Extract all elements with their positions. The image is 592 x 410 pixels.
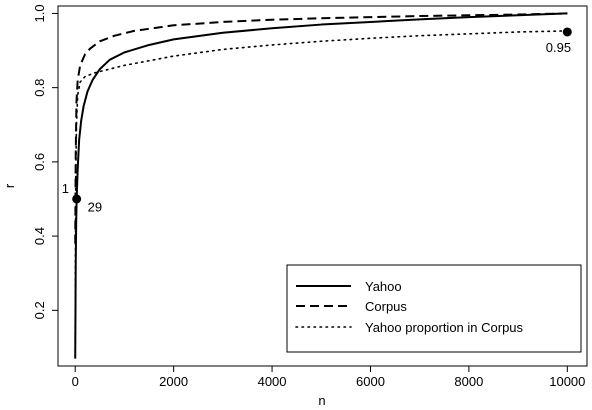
y-axis-title: r — [2, 183, 17, 188]
y-axis: 0.2 0.4 0.6 0.8 1.0 — [32, 4, 58, 319]
y-tick-label: 0.2 — [32, 301, 47, 319]
y-tick-label: 0.6 — [32, 153, 47, 171]
x-tick-label: 8000 — [454, 374, 483, 389]
points-layer — [72, 27, 572, 204]
x-tick-label: 0 — [72, 374, 79, 389]
legend-label-corpus: Corpus — [365, 299, 407, 314]
legend-box — [286, 264, 582, 353]
annotation-label: 0.95 — [546, 40, 571, 55]
x-axis: 0 2000 4000 6000 8000 10000 — [72, 366, 585, 389]
x-tick-label: 6000 — [356, 374, 385, 389]
series-line-yahoo-proportion-in-corpus — [74, 30, 569, 341]
plot-frame — [57, 5, 588, 367]
series-line-corpus — [74, 12, 568, 244]
annotation-label: 29 — [88, 200, 102, 215]
y-tick-label: 0.8 — [32, 79, 47, 97]
legend-label-yahoo-proportion: Yahoo proportion in Corpus — [365, 320, 524, 335]
annotation-label: 1 — [62, 181, 69, 196]
legend: Yahoo Corpus Yahoo proportion in Corpus — [286, 264, 582, 353]
highlight-point — [72, 194, 82, 204]
y-tick-label: 0.4 — [32, 227, 47, 245]
x-tick-label: 10000 — [549, 374, 585, 389]
legend-label-yahoo: Yahoo — [365, 279, 402, 294]
annotation-layer: 1 29 0.95 — [62, 40, 571, 215]
highlight-point — [562, 27, 572, 37]
x-tick-label: 2000 — [159, 374, 188, 389]
x-tick-label: 4000 — [258, 374, 287, 389]
x-axis-title: n — [318, 393, 325, 408]
series-line-yahoo — [74, 12, 568, 359]
series-layer — [74, 12, 569, 359]
y-tick-label: 1.0 — [32, 4, 47, 22]
